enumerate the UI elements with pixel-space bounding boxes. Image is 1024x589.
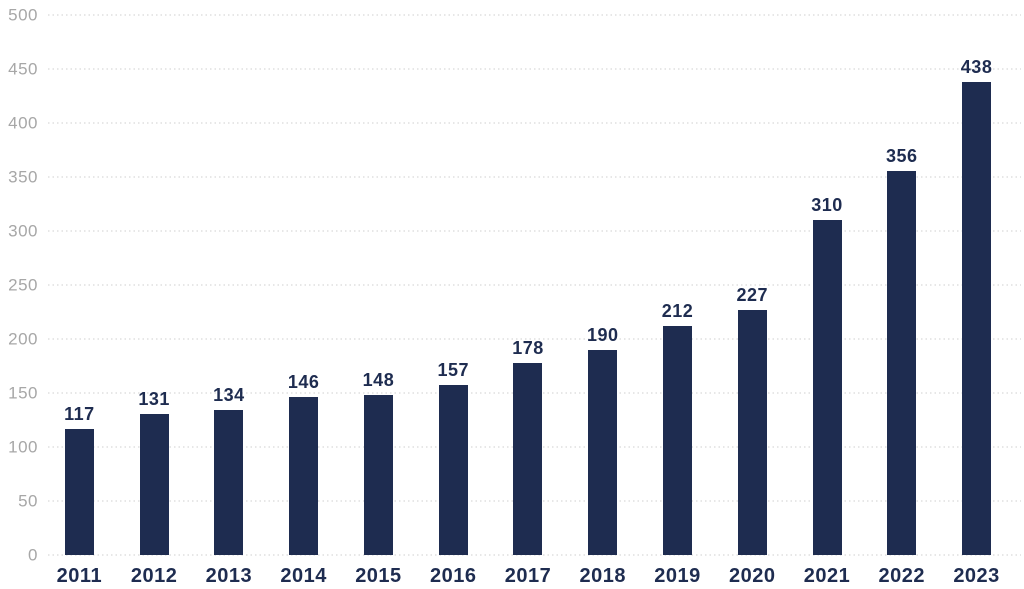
y-axis-tick-label: 350: [8, 167, 38, 187]
bar-value-label: 117: [64, 403, 95, 424]
gridline: [48, 14, 1021, 16]
bar: [363, 395, 393, 555]
bar: [887, 170, 917, 555]
bar-value-label: 212: [661, 301, 694, 322]
gridline: [48, 122, 1021, 124]
bar-column: 146 2014: [266, 15, 341, 586]
bar-column: 212 2019: [640, 15, 715, 586]
bar-value-label: 356: [886, 145, 918, 166]
bar-column: 131 2012: [117, 15, 192, 586]
bar-column: 438 2023: [939, 15, 1014, 586]
x-axis-label: 2011: [56, 565, 103, 587]
y-axis-tick-label: 400: [8, 113, 38, 133]
bar-value-label: 131: [138, 388, 170, 409]
bar: [438, 385, 468, 555]
y-axis-tick-label: 150: [8, 383, 38, 403]
bar-value-label: 178: [512, 337, 544, 358]
gridline: [48, 338, 1021, 340]
x-axis-label: 2019: [654, 565, 701, 587]
bar: [663, 326, 692, 555]
bar-column: 356 2022: [864, 15, 939, 586]
gridline: [48, 230, 1021, 232]
bar: [214, 410, 244, 555]
x-axis-label: 2014: [280, 565, 327, 587]
bar-value-label: 227: [736, 284, 769, 305]
bar-column: 117 2011: [42, 15, 117, 586]
bar: [513, 362, 543, 555]
bar: [139, 413, 169, 555]
y-axis-tick-label: 50: [18, 491, 38, 511]
x-axis-label: 2012: [130, 565, 178, 587]
x-axis-label: 2017: [504, 565, 552, 587]
gridline: [48, 284, 1021, 286]
bar: [64, 428, 94, 555]
bar-column: 157 2016: [416, 15, 491, 586]
x-axis-label: 2015: [355, 565, 402, 587]
bar: [737, 309, 767, 555]
bar-column: 134 2013: [192, 15, 267, 586]
bars-container: 117 2011 131 2012 134 2013 146 2014 148 2015 157 20…: [42, 15, 1014, 586]
y-axis-tick-label: 500: [8, 5, 38, 25]
bar-column: 310 2021: [790, 15, 865, 586]
x-axis-label: 2013: [205, 565, 253, 587]
bar-value-label: 148: [362, 370, 395, 391]
bar-value-label: 157: [437, 360, 469, 381]
bar-value-label: 134: [213, 385, 245, 406]
y-axis-tick-label: 450: [8, 59, 38, 79]
bar-column: 148 2015: [341, 15, 416, 586]
y-axis-tick-label: 200: [8, 329, 38, 349]
y-axis-tick-label: 0: [28, 545, 38, 565]
bar: [812, 220, 842, 555]
y-axis-tick-label: 250: [8, 275, 38, 295]
bar-value-label: 438: [960, 56, 993, 77]
x-axis-label: 2021: [803, 565, 851, 587]
y-axis-labels: 0 50 100 150 200 250 300 350 400 450 500: [0, 7, 42, 564]
y-axis-tick-label: 300: [8, 221, 38, 241]
bar: [962, 81, 992, 555]
bar-value-label: 310: [811, 195, 843, 216]
x-axis-label: 2023: [953, 565, 1000, 587]
x-axis-label: 2020: [729, 565, 776, 587]
x-axis-label: 2022: [878, 565, 926, 587]
gridline: [48, 554, 1021, 556]
y-axis-tick-label: 100: [8, 437, 38, 457]
gridline: [48, 68, 1021, 70]
bar-value-label: 146: [287, 372, 320, 393]
bar-column: 178 2017: [491, 15, 566, 586]
bar-column: 190 2018: [565, 15, 640, 586]
bar: [289, 397, 319, 555]
x-axis-label: 2016: [429, 565, 477, 587]
bar: [588, 349, 618, 555]
bar-column: 227 2020: [715, 15, 790, 586]
x-axis-label: 2018: [579, 565, 626, 587]
gridline: [48, 176, 1021, 178]
bar-value-label: 190: [586, 324, 619, 345]
